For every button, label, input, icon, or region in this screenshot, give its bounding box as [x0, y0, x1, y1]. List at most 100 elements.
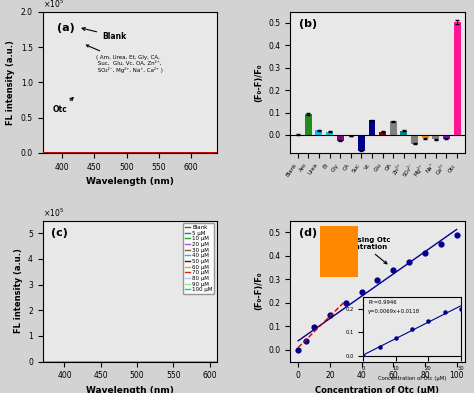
- 5 μM: [150, 359, 155, 364]
- 60 μM: [166, 359, 172, 364]
- X-axis label: Concentration of Otc (μM): Concentration of Otc (μM): [315, 386, 439, 393]
- Point: [421, 250, 428, 256]
- 100 μM: [80, 359, 85, 364]
- 50 μM: [40, 359, 46, 364]
- 60 μM: [40, 359, 46, 364]
- Bar: [305, 114, 312, 135]
- 100 μM: [214, 359, 220, 364]
- Blank: [109, 359, 115, 364]
- 20 μM: [40, 359, 46, 364]
- Y-axis label: (F₀-F)/F₀: (F₀-F)/F₀: [254, 272, 263, 310]
- 90 μM: [214, 359, 220, 364]
- 20 μM: [150, 359, 155, 364]
- 30 μM: [109, 359, 115, 364]
- 10 μM: [80, 359, 85, 364]
- 80 μM: [97, 359, 103, 364]
- Bar: [411, 135, 418, 144]
- Bar: [401, 131, 407, 135]
- Point: [326, 312, 334, 318]
- Text: $\times10^5$: $\times10^5$: [43, 0, 64, 10]
- 5 μM: [80, 359, 85, 364]
- Bar: [337, 135, 344, 141]
- Bar: [347, 135, 354, 136]
- Text: Otc: Otc: [52, 97, 73, 114]
- 10 μM: [40, 359, 46, 364]
- 50 μM: [166, 359, 172, 364]
- 80 μM: [109, 359, 115, 364]
- 50 μM: [80, 359, 85, 364]
- 50 μM: [61, 359, 66, 364]
- 20 μM: [61, 359, 66, 364]
- 80 μM: [150, 359, 155, 364]
- 60 μM: [97, 359, 103, 364]
- 30 μM: [166, 359, 172, 364]
- 40 μM: [109, 359, 115, 364]
- 80 μM: [40, 359, 46, 364]
- 90 μM: [166, 359, 172, 364]
- 20 μM: [166, 359, 172, 364]
- 70 μM: [167, 359, 173, 364]
- 70 μM: [97, 359, 103, 364]
- 10 μM: [166, 359, 172, 364]
- Text: (d): (d): [299, 228, 317, 238]
- 60 μM: [150, 359, 155, 364]
- 30 μM: [150, 359, 155, 364]
- 50 μM: [167, 359, 173, 364]
- 80 μM: [167, 359, 173, 364]
- Text: (c): (c): [51, 228, 68, 238]
- Text: (b): (b): [299, 19, 317, 29]
- 10 μM: [150, 359, 155, 364]
- 5 μM: [166, 359, 172, 364]
- 5 μM: [61, 359, 66, 364]
- Bar: [379, 132, 386, 135]
- X-axis label: Wavelength (nm): Wavelength (nm): [86, 177, 174, 186]
- 30 μM: [214, 359, 220, 364]
- 50 μM: [109, 359, 115, 364]
- Blank: [40, 359, 46, 364]
- 70 μM: [214, 359, 220, 364]
- 10 μM: [167, 359, 173, 364]
- 70 μM: [166, 359, 172, 364]
- Bar: [369, 120, 375, 135]
- Bar: [326, 132, 333, 135]
- Blank: [80, 359, 85, 364]
- 90 μM: [167, 359, 173, 364]
- 10 μM: [214, 359, 220, 364]
- Point: [358, 289, 365, 296]
- 20 μM: [167, 359, 173, 364]
- Bar: [454, 22, 461, 135]
- Bar: [358, 135, 365, 151]
- 40 μM: [167, 359, 173, 364]
- 30 μM: [40, 359, 46, 364]
- Text: (a): (a): [56, 23, 74, 33]
- 100 μM: [150, 359, 155, 364]
- 70 μM: [61, 359, 66, 364]
- 5 μM: [109, 359, 115, 364]
- Bar: [443, 135, 450, 139]
- Blank: [61, 359, 66, 364]
- X-axis label: Wavelength (nm): Wavelength (nm): [86, 386, 174, 393]
- 70 μM: [40, 359, 46, 364]
- Blank: [97, 359, 103, 364]
- 50 μM: [214, 359, 220, 364]
- Text: Increasing Otc
concentration: Increasing Otc concentration: [333, 237, 391, 264]
- 30 μM: [61, 359, 66, 364]
- 20 μM: [97, 359, 103, 364]
- 70 μM: [80, 359, 85, 364]
- 10 μM: [97, 359, 103, 364]
- 20 μM: [80, 359, 85, 364]
- 100 μM: [166, 359, 172, 364]
- 100 μM: [61, 359, 66, 364]
- Text: ( Am, Urea, Et, Gly, CA,
 Suc,  Glu, Vc, OA, Zn²⁺,
 SO₄²⁻, Mg²⁺, Na⁺, Ca²⁺ ): ( Am, Urea, Et, Gly, CA, Suc, Glu, Vc, O…: [86, 45, 163, 73]
- 20 μM: [214, 359, 220, 364]
- 10 μM: [109, 359, 115, 364]
- 5 μM: [214, 359, 220, 364]
- 30 μM: [97, 359, 103, 364]
- 40 μM: [40, 359, 46, 364]
- Text: Blank: Blank: [82, 28, 126, 40]
- 100 μM: [40, 359, 46, 364]
- Bar: [315, 130, 322, 135]
- 40 μM: [61, 359, 66, 364]
- 60 μM: [80, 359, 85, 364]
- Point: [437, 241, 445, 248]
